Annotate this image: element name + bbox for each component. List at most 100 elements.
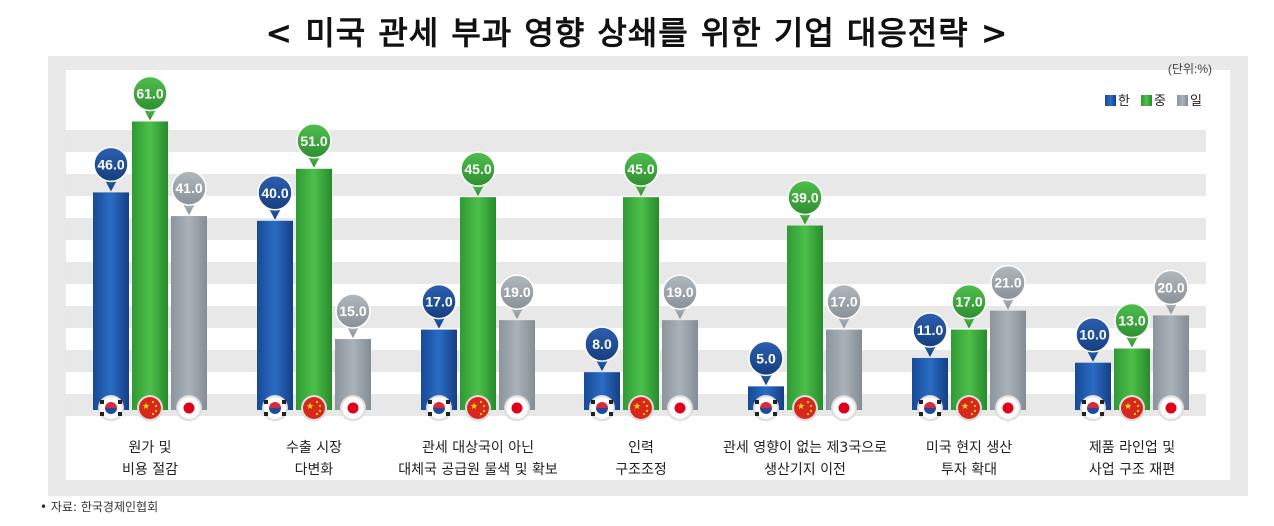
china-flag-small-star <box>645 404 649 408</box>
legend-swatch-0 <box>1105 95 1116 106</box>
trigram <box>1082 412 1086 416</box>
china-flag-small-star <box>973 409 977 413</box>
value-pin-circle <box>171 170 207 206</box>
value-label: 5.0 <box>756 350 776 366</box>
japan-flag-disc <box>674 402 686 414</box>
value-pin-circle <box>460 151 496 187</box>
value-pin: 19.0 <box>662 274 698 320</box>
korea-flag-icon <box>426 395 452 421</box>
trigram <box>1100 400 1104 404</box>
value-pin: 10.0 <box>1075 316 1111 362</box>
trigram <box>609 400 613 404</box>
china-flag-small-star <box>973 404 977 408</box>
china-flag-small-star <box>642 400 646 404</box>
bar-일-0 <box>171 216 207 410</box>
value-pin-circle <box>1114 302 1150 339</box>
value-label: 51.0 <box>300 133 327 149</box>
value-pin-circle <box>257 175 293 211</box>
category-label: 다변화 <box>295 462 334 478</box>
category-label: 비용 절감 <box>122 462 178 478</box>
value-label: 13.0 <box>1118 313 1145 329</box>
japan-flag-icon <box>504 395 530 421</box>
korea-flag-icon <box>262 395 288 421</box>
japan-flag-icon <box>667 395 693 421</box>
trigram <box>1100 412 1104 416</box>
category-label: 제품 라인업 및 <box>1089 440 1175 456</box>
source-label: • 자료: 한국경제인협회 <box>40 500 159 514</box>
value-label: 46.0 <box>97 156 124 172</box>
china-flag-icon: ★ <box>792 395 818 421</box>
trigram <box>1082 400 1086 404</box>
taegeuk-red <box>105 402 117 408</box>
china-flag-star: ★ <box>470 402 478 412</box>
legend-label: 일 <box>1190 94 1202 109</box>
china-flag-star: ★ <box>306 402 314 412</box>
legend-label: 한 <box>1118 94 1130 109</box>
china-flag-field <box>467 397 489 419</box>
value-pin: 11.0 <box>912 312 948 357</box>
japan-flag-icon <box>831 395 857 421</box>
bar-한-1 <box>257 220 293 410</box>
trigram <box>282 412 286 416</box>
japan-flag-disc <box>838 402 850 414</box>
china-flag-small-star <box>151 400 155 404</box>
trigram <box>773 400 777 404</box>
trigram <box>428 400 432 404</box>
bar-한-0 <box>93 192 129 410</box>
china-flag-small-star <box>482 404 486 408</box>
value-pin-circle <box>826 283 862 320</box>
japan-flag-disc <box>347 402 359 414</box>
bar-중-3 <box>623 197 659 410</box>
china-flag-field <box>630 397 652 419</box>
value-pin: 41.0 <box>171 170 207 216</box>
value-label: 17.0 <box>955 294 982 310</box>
taegeuk-blue <box>105 408 117 414</box>
value-pin: 13.0 <box>1114 302 1150 348</box>
legend-swatch-1 <box>1141 95 1152 106</box>
value-label: 17.0 <box>425 294 452 310</box>
value-pin-circle <box>912 312 948 348</box>
value-label: 20.0 <box>1157 279 1184 295</box>
trigram <box>100 412 104 416</box>
trigram <box>282 400 286 404</box>
value-pin-circle <box>787 179 823 216</box>
value-label: 10.0 <box>1079 327 1106 343</box>
taegeuk-blue <box>1087 408 1099 414</box>
china-flag-icon: ★ <box>465 395 491 421</box>
taegeuk-red <box>433 402 445 408</box>
japan-flag-icon <box>1158 395 1184 421</box>
trigram <box>755 400 759 404</box>
china-flag-small-star <box>1136 404 1140 408</box>
value-pin: 45.0 <box>623 151 659 197</box>
taegeuk-red <box>924 402 936 408</box>
china-flag-small-star <box>809 404 813 408</box>
china-flag-small-star <box>1133 400 1137 404</box>
japan-flag-disc <box>1165 402 1177 414</box>
trigram <box>118 412 122 416</box>
value-pin: 15.0 <box>335 293 371 339</box>
value-label: 61.0 <box>136 85 163 101</box>
taegeuk-red <box>760 402 772 408</box>
china-flag-small-star <box>318 409 322 413</box>
china-flag-field <box>139 397 161 419</box>
korea-flag-icon <box>917 395 943 421</box>
value-pin-circle <box>951 283 987 320</box>
bar-중-2 <box>460 197 496 410</box>
value-pin-circle <box>296 123 332 159</box>
value-pin-circle <box>132 75 168 112</box>
category-label: 관세 영향이 없는 제3국으로 <box>723 440 887 456</box>
china-flag-icon: ★ <box>137 395 163 421</box>
taegeuk-blue <box>269 408 281 414</box>
china-flag-small-star <box>315 412 319 416</box>
value-pin: 61.0 <box>132 75 168 121</box>
value-pin-circle <box>990 264 1026 301</box>
korea-flag-icon <box>753 395 779 421</box>
value-pin: 20.0 <box>1153 269 1189 315</box>
bar-중-1 <box>296 168 332 410</box>
korea-flag-icon <box>1080 395 1106 421</box>
value-pin: 40.0 <box>257 175 293 220</box>
taegeuk-red <box>596 402 608 408</box>
category-label: 생산기지 이전 <box>764 462 846 478</box>
value-pin-circle <box>499 274 535 310</box>
value-label: 19.0 <box>503 284 530 300</box>
